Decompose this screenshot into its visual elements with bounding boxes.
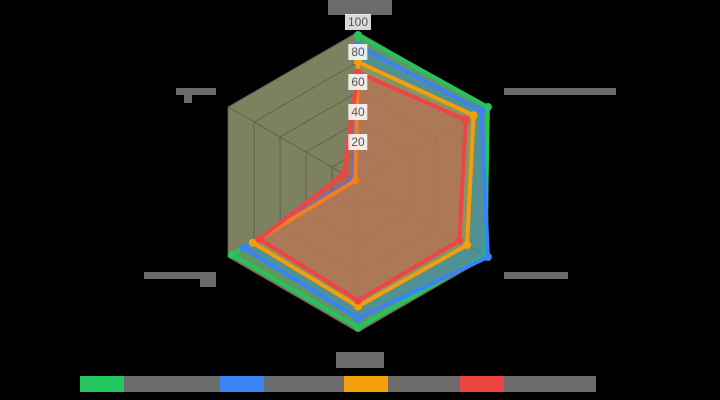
series-point <box>255 235 264 243</box>
axis-label-upper-left <box>176 88 216 95</box>
legend-swatch <box>460 376 504 392</box>
legend-item[interactable] <box>344 376 460 392</box>
legend-label <box>264 376 344 392</box>
legend-swatch <box>344 376 388 392</box>
radial-tick-label: 100 <box>344 14 372 30</box>
series-point <box>354 31 362 39</box>
series-point <box>248 238 257 247</box>
series-point <box>463 241 472 249</box>
axis-label-upper-right <box>504 88 616 95</box>
series-point <box>483 103 492 111</box>
legend-swatch <box>220 376 264 392</box>
radial-tick-label: 60 <box>348 74 368 90</box>
radial-tick-label: 80 <box>348 44 368 60</box>
legend-label <box>504 376 596 392</box>
legend-label <box>124 376 220 392</box>
series-point <box>354 314 362 323</box>
legend-label <box>388 376 460 392</box>
axis-label-upper-left-2 <box>184 95 192 103</box>
series-point <box>351 176 360 185</box>
axis-label-lower-right <box>504 272 568 279</box>
axis-label-bottom <box>336 352 384 368</box>
legend-item[interactable] <box>220 376 344 392</box>
series-point <box>354 302 362 311</box>
radial-tick-label: 20 <box>348 134 368 150</box>
series-point <box>354 323 362 332</box>
axis-label-lower-left <box>144 272 216 279</box>
series-point <box>354 296 362 305</box>
radial-tick-label: 40 <box>348 104 368 120</box>
series-point <box>354 58 362 66</box>
chart-title <box>328 0 392 15</box>
grid-spoke <box>227 106 359 183</box>
series-point <box>469 111 478 120</box>
series-point <box>483 253 492 261</box>
legend <box>80 376 596 392</box>
legend-swatch <box>80 376 124 392</box>
series-point <box>455 236 464 245</box>
series-point <box>339 169 348 178</box>
axis-label-lower-left-2 <box>200 279 216 287</box>
series-point <box>227 250 236 259</box>
series-point <box>477 106 486 115</box>
legend-item[interactable] <box>460 376 596 392</box>
series-point <box>239 244 248 252</box>
legend-item[interactable] <box>80 376 220 392</box>
series-point <box>461 115 470 124</box>
